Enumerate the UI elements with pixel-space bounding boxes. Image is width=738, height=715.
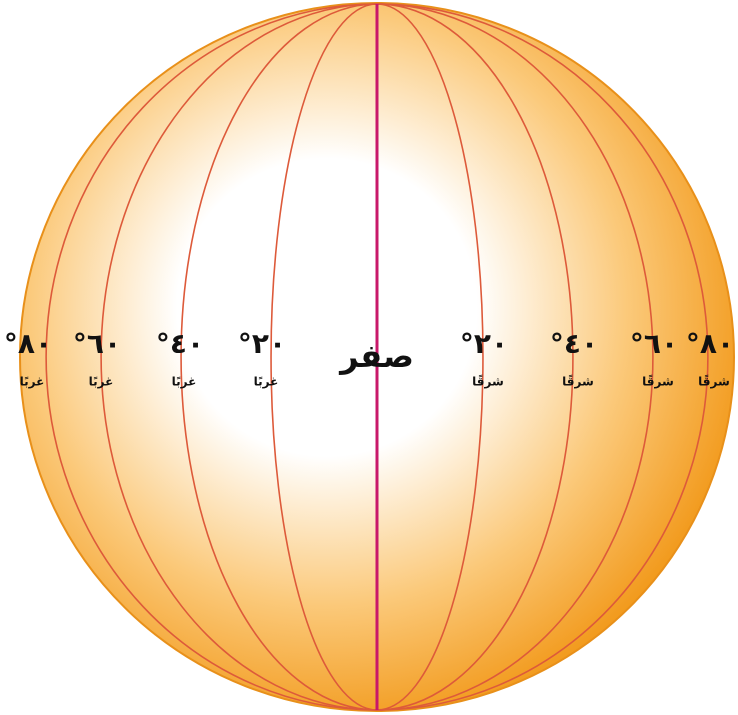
meridian xyxy=(376,3,709,711)
direction-label: غربًا xyxy=(172,375,197,389)
meridian xyxy=(100,3,378,711)
meridian xyxy=(376,3,654,711)
meridian xyxy=(180,3,378,711)
meridian xyxy=(45,3,378,711)
prime-meridian-label: صفر xyxy=(338,337,414,375)
direction-label: غربًا xyxy=(89,375,114,389)
meridian xyxy=(376,3,484,711)
direction-label: غربًا xyxy=(20,375,45,389)
direction-label: غربًا xyxy=(254,375,279,389)
direction-label: شرقًا xyxy=(472,374,504,388)
degree-label: ٤٠° xyxy=(550,327,598,360)
degree-label: ٢٠° xyxy=(238,327,286,360)
meridian xyxy=(376,3,574,711)
degree-label: ٦٠° xyxy=(630,327,678,360)
direction-label: شرقًا xyxy=(562,374,594,388)
degree-label: ٤٠° xyxy=(156,327,204,360)
degree-label: ٨٠° xyxy=(4,327,52,360)
direction-label: شرقًا xyxy=(698,374,730,388)
degree-label: ٨٠° xyxy=(686,327,734,360)
direction-label: شرقًا xyxy=(642,374,674,388)
meridians xyxy=(45,3,709,711)
degree-label: ٦٠° xyxy=(73,327,121,360)
labels: ٨٠° غربًا ٦٠° غربًا ٤٠° غربًا ٢٠° غربًا ٢٠° شرقًا… xyxy=(4,327,734,389)
meridian xyxy=(270,3,378,711)
degree-label: ٢٠° xyxy=(460,327,508,360)
